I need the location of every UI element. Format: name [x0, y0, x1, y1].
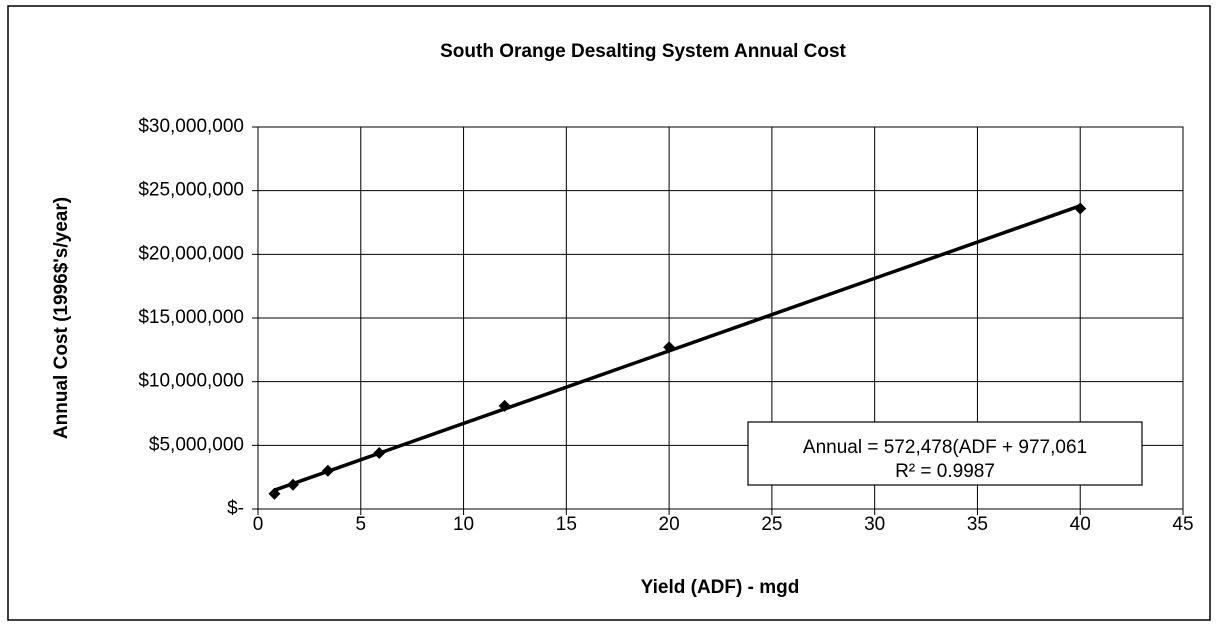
point: [373, 446, 386, 459]
x-tick-label: 35: [967, 514, 988, 535]
y-tick-label: $25,000,000: [138, 180, 244, 201]
y-tick-label: $20,000,000: [138, 243, 244, 264]
x-tick-label: 0: [253, 514, 264, 535]
point: [1074, 202, 1087, 215]
plot-frame: [257, 126, 1184, 510]
x-tick-label: 40: [1070, 514, 1091, 535]
y-tick-label: $-: [227, 498, 244, 519]
trendline: [273, 204, 1081, 492]
point: [498, 399, 511, 412]
x-tick-label: 20: [659, 514, 680, 535]
chart-title: South Orange Desalting System Annual Cos…: [440, 41, 846, 62]
y-axis-label: Annual Cost (1996$'s/year): [51, 197, 72, 439]
y-tick-label: $10,000,000: [138, 371, 244, 392]
point: [286, 478, 299, 491]
x-tick-label: 5: [355, 514, 366, 535]
annotation-text: Annual = 572,478(ADF + 977,061: [803, 437, 1087, 458]
y-tick-label: $15,000,000: [138, 307, 244, 328]
y-tick-label: $5,000,000: [149, 434, 244, 455]
x-tick-label: 15: [556, 514, 577, 535]
x-tick-label: 25: [761, 514, 782, 535]
point: [663, 341, 676, 354]
chart-border: [7, 5, 1211, 621]
x-tick-label: 45: [1172, 514, 1193, 535]
x-tick-label: 10: [453, 514, 474, 535]
annotation-text: R² = 0.9987: [895, 461, 995, 482]
point: [268, 487, 281, 500]
x-axis-label: Yield (ADF) - mgd: [641, 577, 800, 598]
y-tick-label: $30,000,000: [138, 116, 244, 137]
annotation-box: [747, 421, 1143, 486]
x-tick-label: 30: [864, 514, 885, 535]
point: [321, 464, 334, 477]
